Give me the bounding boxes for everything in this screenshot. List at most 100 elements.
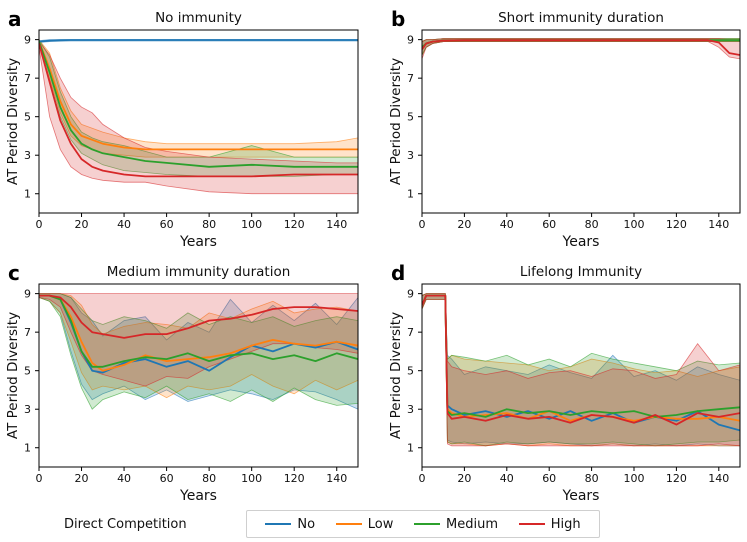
y-axis-label: AT Period Diversity <box>388 312 404 439</box>
legend-label-high: High <box>550 516 581 532</box>
y-tick-label: 9 <box>407 34 414 47</box>
x-axis-label: Years <box>562 234 600 250</box>
band-low <box>39 38 358 158</box>
band-medium <box>39 293 358 410</box>
y-tick-label: 1 <box>407 188 414 201</box>
series-line-high <box>422 294 740 426</box>
x-tick-label: 40 <box>500 472 514 485</box>
data-group <box>422 38 740 60</box>
legend-swatch-high <box>518 523 545 525</box>
x-tick-label: 100 <box>241 472 262 485</box>
band-low <box>422 293 740 447</box>
panel-letter: d <box>391 261 405 285</box>
legend-title: Direct Competition <box>64 517 187 532</box>
series-line-low <box>39 41 358 151</box>
series-line-low <box>39 294 358 372</box>
x-tick-label: 60 <box>160 472 174 485</box>
x-axis-label: Years <box>179 234 217 250</box>
axes-frame <box>38 283 359 468</box>
series-line-no <box>39 39 358 43</box>
legend: No Low Medium High <box>246 510 600 538</box>
y-tick-label: 3 <box>24 403 31 416</box>
legend-item-no: No <box>265 517 315 532</box>
y-tick-label: 3 <box>24 149 31 162</box>
series-line-medium <box>39 41 358 168</box>
legend-label-no: No <box>297 516 316 532</box>
y-tick-label: 9 <box>24 288 31 301</box>
panel-title: Short immunity duration <box>498 10 664 26</box>
y-axis-label: AT Period Diversity <box>388 58 404 185</box>
y-tick-label: 5 <box>407 111 414 124</box>
y-tick-label: 7 <box>407 72 414 85</box>
x-tick-label: 120 <box>666 472 687 485</box>
x-tick-label: 20 <box>75 472 89 485</box>
y-axis-label: AT Period Diversity <box>5 58 21 185</box>
band-no <box>39 293 358 410</box>
x-tick-label: 0 <box>419 472 426 485</box>
x-axis-label: Years <box>562 488 600 504</box>
legend-label-medium: Medium <box>446 516 499 532</box>
x-tick-label: 60 <box>542 218 556 231</box>
x-tick-label: 20 <box>457 218 471 231</box>
x-tick-label: 140 <box>708 472 729 485</box>
panel-d: 0 20 40 60 80 100 120 140 1 3 5 7 9 Lifelong Immunity… <box>388 261 741 504</box>
y-tick-label: 7 <box>24 72 31 85</box>
y-tick-label: 9 <box>24 34 31 47</box>
x-tick-label: 140 <box>326 218 347 231</box>
data-group <box>422 293 740 447</box>
x-tick-label: 40 <box>117 472 131 485</box>
axes-frame <box>421 29 741 214</box>
x-tick-label: 100 <box>624 218 645 231</box>
band-high <box>422 293 740 447</box>
panel-title: Lifelong Immunity <box>520 264 642 280</box>
x-tick-label: 20 <box>75 218 89 231</box>
x-tick-label: 120 <box>284 218 305 231</box>
x-tick-label: 0 <box>419 218 426 231</box>
x-tick-label: 100 <box>241 218 262 231</box>
legend-item-high: High <box>518 516 581 532</box>
legend-swatch-low <box>335 523 362 525</box>
y-tick-label: 1 <box>407 442 414 455</box>
axes-frame <box>421 283 741 468</box>
panel-b: 0 20 40 60 80 100 120 140 1 3 5 7 9 Short immunity du… <box>388 7 741 250</box>
x-tick-label: 80 <box>202 472 216 485</box>
x-tick-label: 60 <box>160 218 174 231</box>
legend-item-medium: Medium <box>414 517 498 532</box>
y-tick-label: 3 <box>407 403 414 416</box>
band-high <box>39 40 358 195</box>
legend-swatch-medium <box>414 523 441 525</box>
panel-letter: a <box>8 7 22 31</box>
panel-letter: c <box>8 261 20 285</box>
panel-letter: b <box>391 7 405 31</box>
y-tick-label: 1 <box>24 442 31 455</box>
legend-swatch-no <box>265 523 292 525</box>
x-tick-label: 40 <box>117 218 131 231</box>
series-line-high <box>39 294 358 339</box>
x-tick-label: 20 <box>457 472 471 485</box>
series-line-high <box>39 43 358 178</box>
panel-c: 0 20 40 60 80 100 120 140 1 3 5 7 9 Medium immunity d… <box>5 261 359 504</box>
data-group <box>39 38 358 195</box>
series-line-high <box>422 39 740 56</box>
panel-title: No immunity <box>155 10 242 26</box>
x-tick-label: 80 <box>202 218 216 231</box>
y-tick-label: 7 <box>407 326 414 339</box>
x-tick-label: 120 <box>666 218 687 231</box>
panel-a: 0 20 40 60 80 100 120 140 1 3 5 7 9 No immunity a Years… <box>5 7 359 250</box>
x-tick-label: 40 <box>500 218 514 231</box>
panel-title: Medium immunity duration <box>107 264 291 280</box>
y-tick-label: 5 <box>407 365 414 378</box>
legend-label-low: Low <box>367 516 394 532</box>
y-tick-label: 3 <box>407 149 414 162</box>
data-group <box>39 293 358 410</box>
y-tick-label: 9 <box>407 288 414 301</box>
y-tick-label: 7 <box>24 326 31 339</box>
x-tick-label: 80 <box>585 472 599 485</box>
x-axis-label: Years <box>179 488 217 504</box>
x-tick-label: 100 <box>624 472 645 485</box>
y-tick-label: 5 <box>24 365 31 378</box>
y-tick-label: 5 <box>24 111 31 124</box>
band-medium <box>422 293 740 447</box>
x-tick-label: 140 <box>326 472 347 485</box>
